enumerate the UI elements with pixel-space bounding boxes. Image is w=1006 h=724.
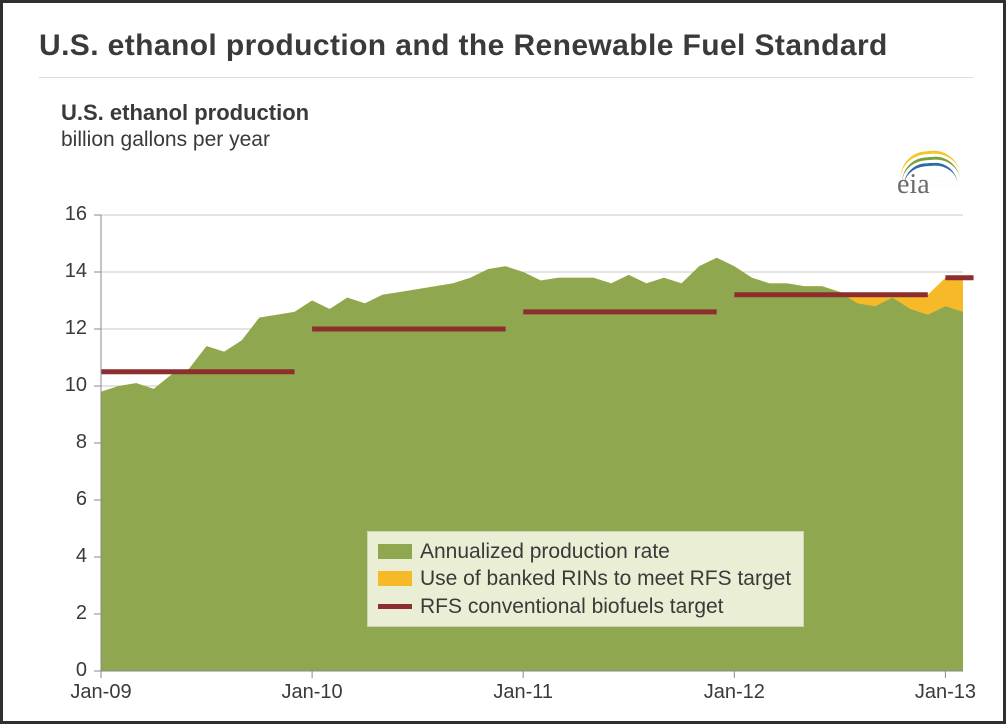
- eia-logo: eia: [897, 155, 930, 187]
- x-tick-label: Jan-10: [267, 681, 357, 704]
- legend-swatch: [378, 571, 412, 586]
- legend-swatch-line: [378, 604, 412, 609]
- chart-title: U.S. ethanol production and the Renewabl…: [39, 29, 973, 63]
- x-tick-label: Jan-11: [478, 681, 568, 704]
- subtitle-bold: U.S. ethanol production: [61, 100, 973, 126]
- legend-label: RFS conventional biofuels target: [420, 593, 724, 620]
- legend-swatch: [378, 544, 412, 559]
- legend-item: Annualized production rate: [378, 538, 791, 565]
- y-tick-label: 0: [51, 659, 87, 682]
- legend-label: Annualized production rate: [420, 538, 670, 565]
- x-tick-label: Jan-09: [56, 681, 146, 704]
- x-tick-label: Jan-13: [900, 681, 990, 704]
- legend-label: Use of banked RINs to meet RFS target: [420, 565, 791, 592]
- y-tick-label: 8: [51, 431, 87, 454]
- title-divider: [39, 77, 973, 78]
- legend: Annualized production rateUse of banked …: [367, 531, 804, 627]
- legend-item: Use of banked RINs to meet RFS target: [378, 565, 791, 592]
- y-tick-label: 12: [51, 317, 87, 340]
- y-tick-label: 4: [51, 545, 87, 568]
- y-tick-label: 14: [51, 260, 87, 283]
- subtitle-block: U.S. ethanol production billion gallons …: [61, 100, 973, 152]
- subtitle-plain: billion gallons per year: [61, 128, 973, 152]
- y-tick-label: 2: [51, 602, 87, 625]
- chart-frame: U.S. ethanol production and the Renewabl…: [0, 0, 1006, 724]
- legend-item: RFS conventional biofuels target: [378, 593, 791, 620]
- y-tick-label: 16: [51, 203, 87, 226]
- y-tick-label: 6: [51, 488, 87, 511]
- x-tick-label: Jan-12: [689, 681, 779, 704]
- eia-logo-text: eia: [897, 169, 930, 201]
- y-tick-label: 10: [51, 374, 87, 397]
